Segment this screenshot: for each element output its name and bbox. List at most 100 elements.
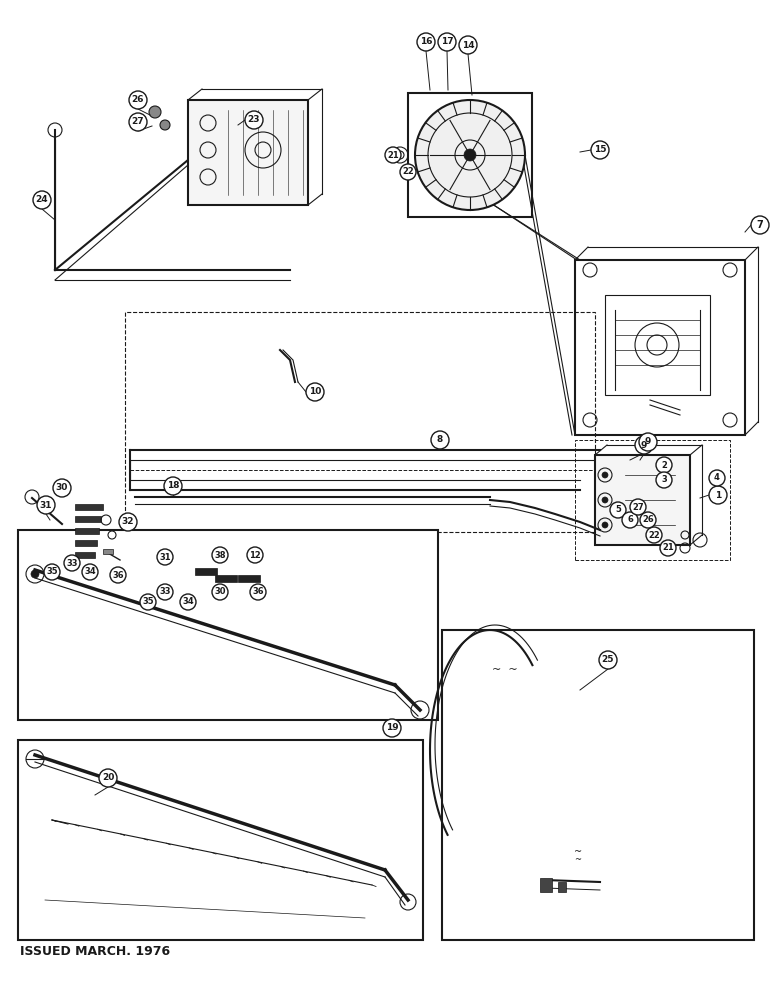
Circle shape — [602, 522, 608, 528]
Text: 6: 6 — [627, 516, 633, 524]
Circle shape — [415, 100, 525, 210]
Bar — [75, 516, 101, 522]
Circle shape — [630, 499, 646, 515]
Circle shape — [53, 479, 71, 497]
Bar — [575, 260, 745, 435]
Bar — [75, 504, 103, 510]
Bar — [605, 295, 710, 395]
Circle shape — [646, 527, 662, 543]
Text: 26: 26 — [642, 516, 654, 524]
Circle shape — [656, 457, 672, 473]
Bar — [188, 100, 308, 205]
Circle shape — [385, 147, 401, 163]
Text: 27: 27 — [632, 502, 644, 512]
Text: 21: 21 — [387, 150, 399, 159]
Text: 16: 16 — [420, 37, 432, 46]
Circle shape — [464, 149, 476, 161]
Circle shape — [119, 513, 137, 531]
Circle shape — [660, 540, 676, 556]
Text: 15: 15 — [594, 145, 606, 154]
Circle shape — [417, 33, 435, 51]
Text: 33: 33 — [159, 587, 171, 596]
Circle shape — [82, 564, 98, 580]
Text: 34: 34 — [182, 597, 194, 606]
Circle shape — [602, 472, 608, 478]
Circle shape — [250, 584, 266, 600]
Circle shape — [160, 120, 170, 130]
Circle shape — [99, 769, 117, 787]
Text: 36: 36 — [112, 570, 124, 580]
Text: 14: 14 — [462, 40, 474, 49]
Text: ~: ~ — [574, 847, 582, 857]
Text: 4: 4 — [714, 474, 720, 483]
Circle shape — [37, 496, 55, 514]
Text: ~  ~: ~ ~ — [492, 665, 518, 675]
Circle shape — [129, 91, 147, 109]
Text: 36: 36 — [252, 587, 264, 596]
Circle shape — [610, 502, 626, 518]
Circle shape — [149, 106, 161, 118]
Text: 7: 7 — [757, 220, 764, 230]
Text: 12: 12 — [249, 550, 261, 560]
Text: 20: 20 — [102, 774, 114, 782]
Bar — [75, 552, 95, 558]
Text: 38: 38 — [215, 550, 225, 560]
Text: 30: 30 — [56, 484, 68, 492]
Circle shape — [635, 436, 653, 454]
Circle shape — [110, 567, 126, 583]
Text: 21: 21 — [662, 544, 674, 552]
Circle shape — [656, 472, 672, 488]
Text: 32: 32 — [122, 518, 134, 526]
Text: ISSUED MARCH. 1976: ISSUED MARCH. 1976 — [20, 945, 170, 958]
Circle shape — [247, 547, 263, 563]
Text: 9: 9 — [641, 440, 647, 450]
Circle shape — [212, 547, 228, 563]
Bar — [103, 549, 113, 554]
Circle shape — [709, 470, 725, 486]
Circle shape — [212, 584, 228, 600]
Text: 26: 26 — [132, 96, 144, 104]
Circle shape — [140, 594, 156, 610]
Text: 33: 33 — [66, 558, 78, 568]
Circle shape — [709, 486, 727, 504]
Circle shape — [129, 113, 147, 131]
Bar — [540, 878, 552, 892]
Text: 9: 9 — [645, 438, 652, 446]
Text: 1: 1 — [715, 490, 721, 499]
Text: 5: 5 — [615, 506, 621, 514]
Text: 31: 31 — [39, 500, 52, 510]
Bar — [18, 740, 423, 940]
Circle shape — [431, 431, 449, 449]
Text: 25: 25 — [601, 656, 615, 664]
Bar — [575, 440, 730, 560]
Bar — [442, 630, 754, 940]
Text: 8: 8 — [437, 436, 443, 444]
Circle shape — [622, 512, 638, 528]
Text: 10: 10 — [309, 387, 321, 396]
Circle shape — [64, 555, 80, 571]
Bar — [125, 312, 595, 532]
Text: 23: 23 — [248, 115, 260, 124]
Text: 35: 35 — [46, 568, 58, 576]
Bar — [215, 575, 237, 582]
Text: 18: 18 — [167, 482, 179, 490]
Circle shape — [459, 36, 477, 54]
Text: 19: 19 — [386, 724, 398, 732]
Text: 2: 2 — [661, 460, 667, 470]
Text: 27: 27 — [132, 117, 144, 126]
Circle shape — [400, 164, 416, 180]
Text: 30: 30 — [215, 587, 225, 596]
Text: 24: 24 — [36, 196, 49, 205]
Text: 31: 31 — [159, 552, 171, 562]
Circle shape — [599, 651, 617, 669]
Circle shape — [180, 594, 196, 610]
Text: ~: ~ — [574, 856, 581, 864]
Circle shape — [591, 141, 609, 159]
Text: 22: 22 — [402, 167, 414, 176]
Circle shape — [33, 191, 51, 209]
Text: 3: 3 — [661, 476, 667, 485]
Circle shape — [245, 111, 263, 129]
Circle shape — [383, 719, 401, 737]
Text: 22: 22 — [648, 530, 660, 540]
Circle shape — [157, 549, 173, 565]
